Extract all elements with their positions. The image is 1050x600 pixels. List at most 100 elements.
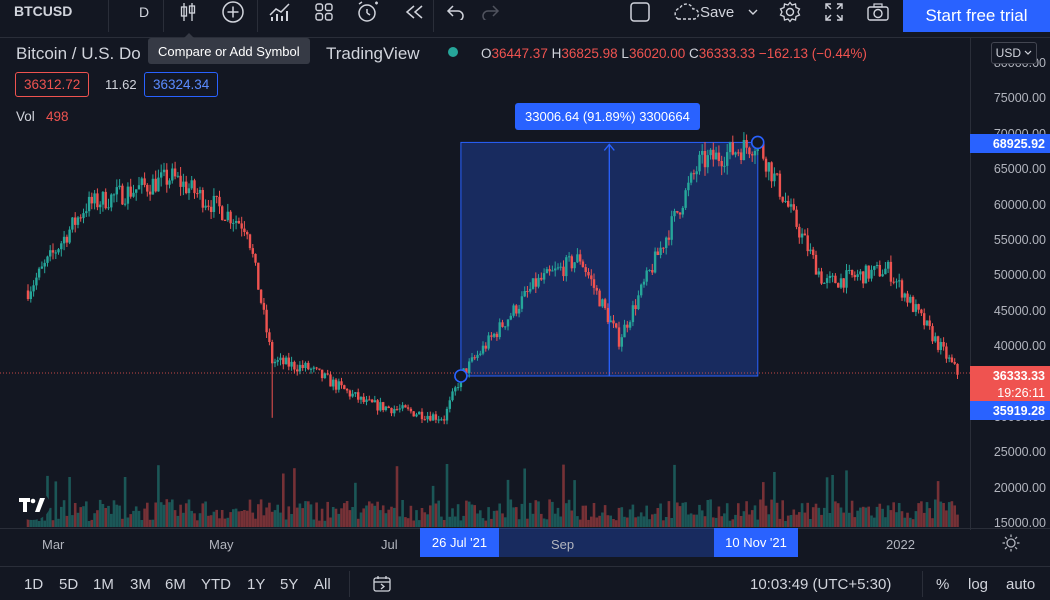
timeframe-3m[interactable]: 3M	[130, 576, 151, 593]
interval-button[interactable]: D	[138, 4, 150, 20]
price-tick-label: 20000.00	[993, 480, 1046, 495]
candle-body	[753, 151, 757, 156]
candle-body	[934, 336, 937, 342]
candle-body	[148, 191, 152, 195]
volume-bar	[218, 518, 221, 527]
layout-icon[interactable]	[626, 0, 654, 24]
volume-bar	[168, 502, 171, 527]
candle-body	[823, 282, 826, 284]
auto-scale-toggle[interactable]: auto	[1006, 576, 1036, 593]
start-free-trial-button[interactable]: Start free trial	[903, 0, 1050, 32]
buy-price-button[interactable]: 36324.34	[144, 72, 219, 97]
volume-bar	[762, 482, 765, 527]
candle-body	[640, 284, 643, 296]
sun-icon[interactable]	[1002, 534, 1020, 557]
candle-body	[590, 275, 593, 280]
goto-date-icon[interactable]	[372, 574, 392, 599]
candle-body	[154, 178, 157, 192]
candle-body	[748, 147, 751, 155]
tradingview-logo[interactable]	[14, 490, 50, 520]
save-button[interactable]: Save	[700, 3, 735, 21]
volume-bar	[878, 503, 882, 527]
redo-icon[interactable]	[476, 0, 504, 24]
volume-bar	[132, 510, 135, 527]
fullscreen-icon[interactable]	[820, 0, 848, 24]
symbol-title[interactable]: Bitcoin / U.S. Do	[16, 44, 141, 63]
candle-body	[351, 393, 354, 397]
timeframe-5y[interactable]: 5Y	[280, 576, 299, 593]
percent-scale-toggle[interactable]: %	[936, 576, 950, 593]
volume-bar	[842, 512, 845, 527]
gear-icon[interactable]	[776, 0, 804, 24]
volume-bar	[220, 510, 224, 527]
volume-bar	[956, 514, 959, 527]
candle-body	[248, 234, 252, 249]
volume-bar	[664, 517, 668, 527]
volume-label[interactable]: Vol	[16, 109, 35, 124]
indicators-icon[interactable]	[266, 0, 294, 24]
candle-body	[190, 180, 193, 189]
undo-icon[interactable]	[442, 0, 470, 24]
timeframe-5d[interactable]: 5D	[59, 576, 79, 593]
candle-body	[825, 278, 829, 283]
chevron-down-icon[interactable]	[745, 0, 761, 24]
candle-body	[842, 278, 845, 288]
volume-bar	[814, 503, 818, 527]
chevron-down-icon	[1024, 50, 1032, 55]
candle-body	[770, 162, 773, 182]
timeframe-1d[interactable]: 1D	[24, 576, 44, 593]
volume-bar	[523, 468, 526, 527]
volume-bar	[173, 510, 177, 527]
volume-bar	[873, 517, 876, 527]
timeframe-ytd[interactable]: YTD	[201, 576, 231, 593]
candle-body	[898, 280, 901, 282]
volume-bar	[107, 505, 110, 527]
candle-body	[678, 212, 682, 215]
currency-button[interactable]: USD	[991, 42, 1037, 64]
time-label: Jul	[381, 537, 398, 552]
candle-body	[495, 333, 499, 338]
volume-bar	[262, 515, 266, 527]
cloud-save-icon[interactable]	[668, 0, 702, 24]
log-scale-toggle[interactable]: log	[968, 576, 989, 593]
sell-price-button[interactable]: 36312.72	[15, 72, 90, 97]
volume-bar	[848, 512, 851, 527]
candle-body	[595, 287, 598, 291]
candle-body	[259, 289, 263, 303]
candle-body	[304, 362, 307, 368]
candles-icon[interactable]	[174, 0, 202, 24]
volume-bar	[82, 506, 85, 527]
volume-bar	[559, 516, 562, 527]
candle-body	[517, 308, 521, 314]
data-source: TradingView	[326, 44, 420, 63]
timeframe-1y[interactable]: 1Y	[247, 576, 266, 593]
replay-icon[interactable]	[400, 0, 428, 24]
candle-body	[920, 309, 923, 314]
candle-body	[240, 223, 243, 229]
symbol-search[interactable]: BTCUSD	[14, 3, 73, 19]
timeframe-6m[interactable]: 6M	[165, 576, 186, 593]
candle-body	[51, 250, 55, 253]
candle-body	[698, 154, 701, 172]
volume-bar	[190, 510, 193, 527]
templates-icon[interactable]	[310, 0, 338, 24]
candle-body	[104, 191, 107, 209]
time-axis[interactable]	[0, 528, 1050, 558]
candle-body	[837, 283, 840, 288]
candle-body	[251, 248, 254, 254]
volume-bar	[284, 519, 288, 527]
camera-icon[interactable]	[864, 0, 892, 24]
timeframe-1m[interactable]: 1M	[93, 576, 114, 593]
timeframe-all[interactable]: All	[314, 576, 331, 593]
compare-add-icon[interactable]	[219, 0, 247, 24]
candle-body	[132, 192, 135, 197]
clock-timezone[interactable]: 10:03:49 (UTC+5:30)	[750, 576, 892, 593]
volume-bar	[670, 518, 673, 527]
volume-bar	[565, 503, 568, 527]
candle-body	[767, 162, 770, 172]
volume-bar	[373, 505, 377, 527]
candle-body	[76, 217, 80, 225]
volume-bar	[467, 501, 471, 527]
alert-icon[interactable]	[354, 0, 382, 24]
